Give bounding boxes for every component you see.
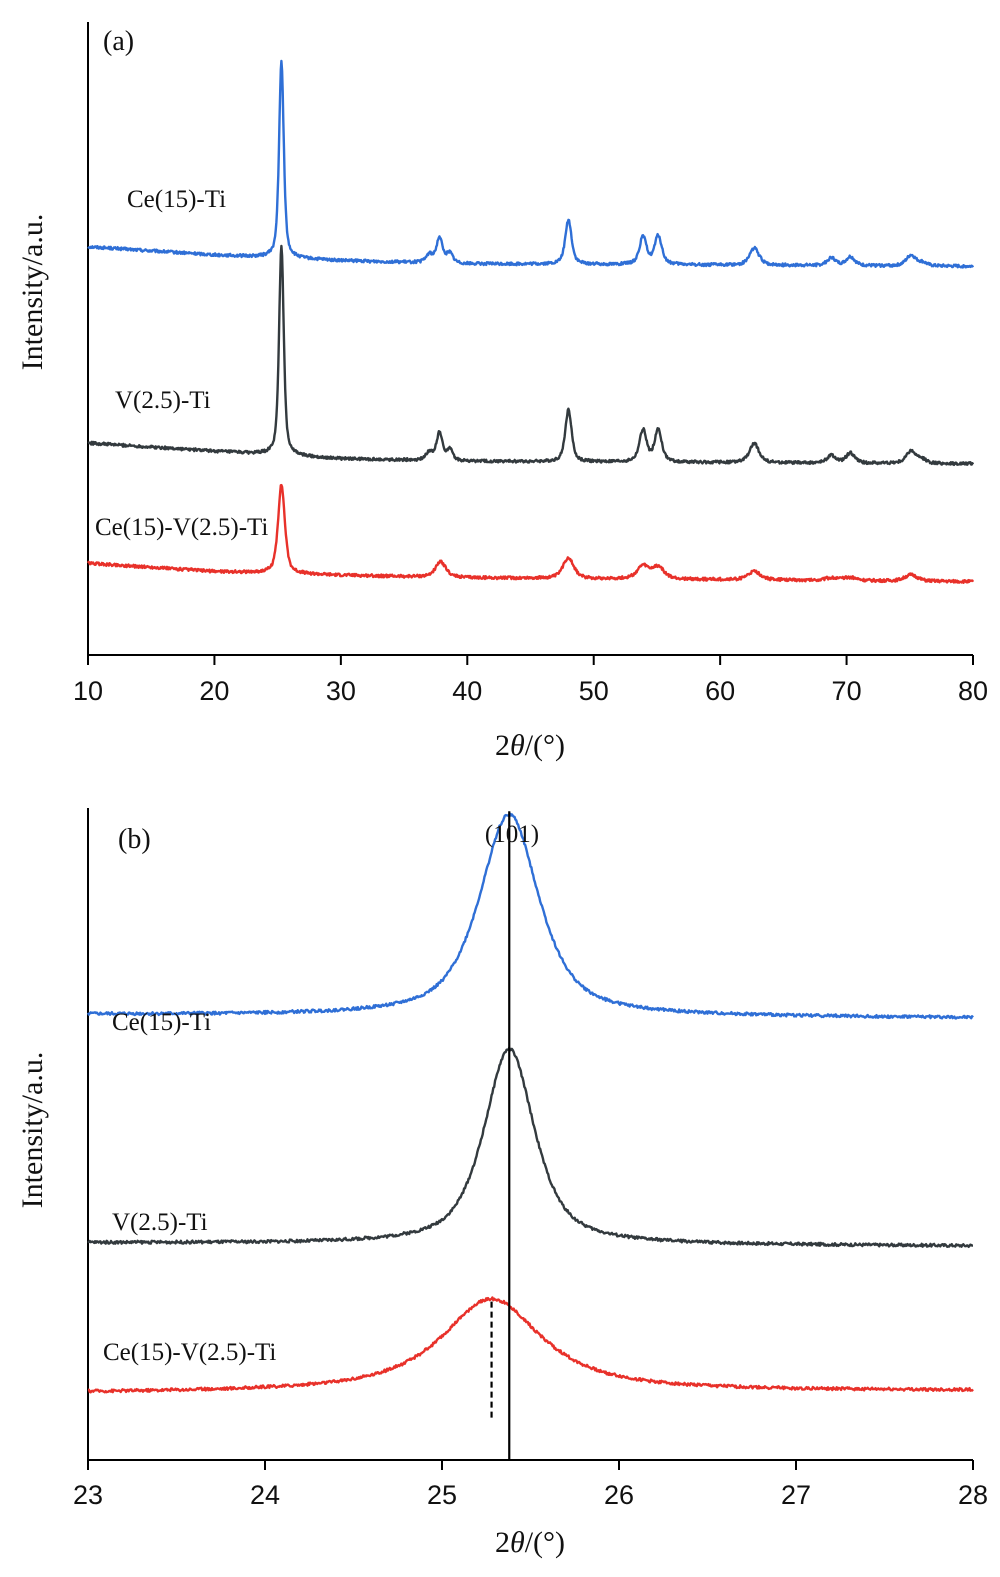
- panel-b-series-1-label: V(2.5)-Ti: [112, 1209, 208, 1236]
- panel-a-x-tick-label-2: 30: [326, 676, 356, 706]
- panel-b-reference-lines: [490, 811, 511, 1460]
- panel-a-label: (a): [103, 26, 134, 57]
- panel-a-x-tick-label-0: 10: [73, 676, 103, 706]
- panel-b-peak-annotation: (101): [485, 821, 539, 848]
- panel-a-x-axis-title-unit: /(°): [525, 729, 565, 762]
- panel-b-x-axis-title-prefix: 2: [495, 1526, 510, 1559]
- panel-b-label: (b): [118, 824, 151, 855]
- panel-b-y-axis-title: Intensity/a.u.: [16, 1052, 49, 1209]
- panel-a-x-tick-label-1: 20: [199, 676, 229, 706]
- panel-a-series-2-line: [86, 483, 975, 584]
- panel-b-x-axis-title-symbol: θ: [510, 1526, 525, 1559]
- panel-a-x-axis-title: 2θ/(°): [495, 729, 565, 762]
- panel-a-x-axis-title-prefix: 2: [495, 729, 510, 762]
- panel-a-series-1-line: [87, 244, 975, 467]
- panel-a-x-axis-title-symbol: θ: [510, 729, 525, 762]
- panel-a-x-tick-label-6: 70: [832, 676, 862, 706]
- panel-a-x-ticks: 10 20 30 40 50 60 70 80: [73, 655, 988, 706]
- panel-a-series: [86, 59, 975, 584]
- panel-a-x-tick-label-3: 40: [452, 676, 482, 706]
- panel-b-x-axis-title-unit: /(°): [525, 1526, 565, 1559]
- panel-b-x-tick-label-4: 27: [781, 1480, 811, 1510]
- panel-a-series-0-line: [87, 59, 975, 269]
- panel-b-series-1-line: [87, 1046, 974, 1248]
- panel-b-x-tick-label-5: 28: [958, 1480, 988, 1510]
- panel-b-series-2-line: [87, 1296, 974, 1394]
- panel-b-x-axis-title: 2θ/(°): [495, 1526, 565, 1559]
- panel-b-x-tick-label-2: 25: [427, 1480, 457, 1510]
- panel-b-series: [86, 812, 974, 1394]
- panel-b-series-0-label: Ce(15)-Ti: [112, 1009, 211, 1036]
- panel-a-y-axis-title: Intensity/a.u.: [16, 214, 49, 371]
- panel-a-x-tick-label-7: 80: [958, 676, 988, 706]
- panel-a-series-0-label: Ce(15)-Ti: [127, 186, 226, 213]
- panel-a-x-tick-label-4: 50: [579, 676, 609, 706]
- panel-b-x-tick-label-1: 24: [250, 1480, 280, 1510]
- panel-b-series-0-line: [86, 812, 974, 1020]
- panel-a-x-tick-label-5: 60: [705, 676, 735, 706]
- panel-b: 23 24 25 26 27 28 Ce(15)-Ti V(2.5)-Ti Ce(15)-V(…: [16, 808, 988, 1559]
- panel-b-series-labels: Ce(15)-Ti V(2.5)-Ti Ce(15)-V(2.5)-Ti: [103, 1009, 276, 1366]
- panel-b-x-tick-label-0: 23: [73, 1480, 103, 1510]
- panel-a-series-1-label: V(2.5)-Ti: [115, 387, 211, 414]
- panel-b-series-2-label: Ce(15)-V(2.5)-Ti: [103, 1339, 276, 1366]
- panel-a-series-labels: Ce(15)-Ti V(2.5)-Ti Ce(15)-V(2.5)-Ti: [95, 186, 268, 541]
- panel-a: 10 20 30 40 50 60 70 80 Ce(15)-TiV(2.5)-TiCe(15…: [16, 22, 988, 762]
- panel-a-series-2-label: Ce(15)-V(2.5)-Ti: [95, 514, 268, 541]
- panel-b-x-tick-label-3: 26: [604, 1480, 634, 1510]
- panel-b-x-ticks: 23 24 25 26 27 28: [73, 1460, 988, 1510]
